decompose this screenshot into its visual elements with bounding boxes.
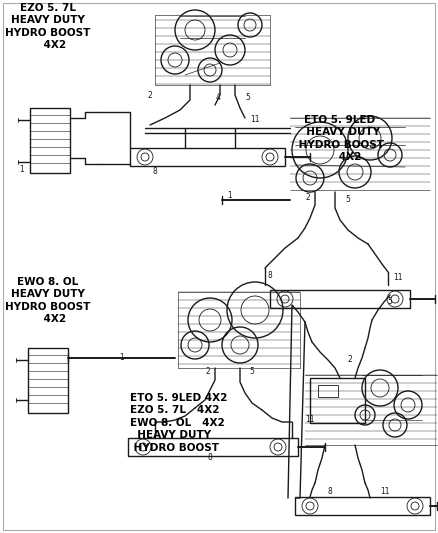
Bar xyxy=(128,438,298,456)
Text: EWO 8. OL
HEAVY DUTY
HYDRO BOOST
    4X2: EWO 8. OL HEAVY DUTY HYDRO BOOST 4X2 xyxy=(5,277,90,324)
Bar xyxy=(28,348,68,413)
Text: 4: 4 xyxy=(215,93,220,101)
Text: 1: 1 xyxy=(120,353,124,362)
Text: 11: 11 xyxy=(380,488,390,497)
Text: 1: 1 xyxy=(20,166,25,174)
Text: 2: 2 xyxy=(205,367,210,376)
Text: 5: 5 xyxy=(346,196,350,205)
Text: 11: 11 xyxy=(250,116,260,125)
Text: 5: 5 xyxy=(246,93,251,101)
Text: 11: 11 xyxy=(393,273,403,282)
Text: 2: 2 xyxy=(148,92,152,101)
Bar xyxy=(270,290,410,308)
Text: EZO 5. 7L
HEAVY DUTY
HYDRO BOOST
    4X2: EZO 5. 7L HEAVY DUTY HYDRO BOOST 4X2 xyxy=(5,3,90,50)
Text: ETO 5. 9LED 4X2
EZO 5. 7L   4X2
EWO 8. OL   4X2
  HEAVY DUTY
 HYDRO BOOST: ETO 5. 9LED 4X2 EZO 5. 7L 4X2 EWO 8. OL … xyxy=(130,393,227,453)
Bar xyxy=(318,385,338,397)
Text: 5: 5 xyxy=(250,367,254,376)
Text: 2: 2 xyxy=(306,193,311,203)
Bar xyxy=(295,497,430,515)
Text: 5: 5 xyxy=(388,297,392,306)
Text: 2: 2 xyxy=(348,356,353,365)
Text: 8: 8 xyxy=(268,271,272,279)
Text: 8: 8 xyxy=(152,166,157,175)
Text: 11: 11 xyxy=(305,416,315,424)
Text: 8: 8 xyxy=(208,454,212,463)
Text: 8: 8 xyxy=(328,488,332,497)
Bar xyxy=(30,108,70,173)
Bar xyxy=(310,378,365,423)
Text: ETO 5. 9LED
  HEAVY DUTY
 HYDRO BOOST
      4X2: ETO 5. 9LED HEAVY DUTY HYDRO BOOST 4X2 xyxy=(295,115,384,162)
Text: 1: 1 xyxy=(228,190,233,199)
Bar xyxy=(130,148,285,166)
